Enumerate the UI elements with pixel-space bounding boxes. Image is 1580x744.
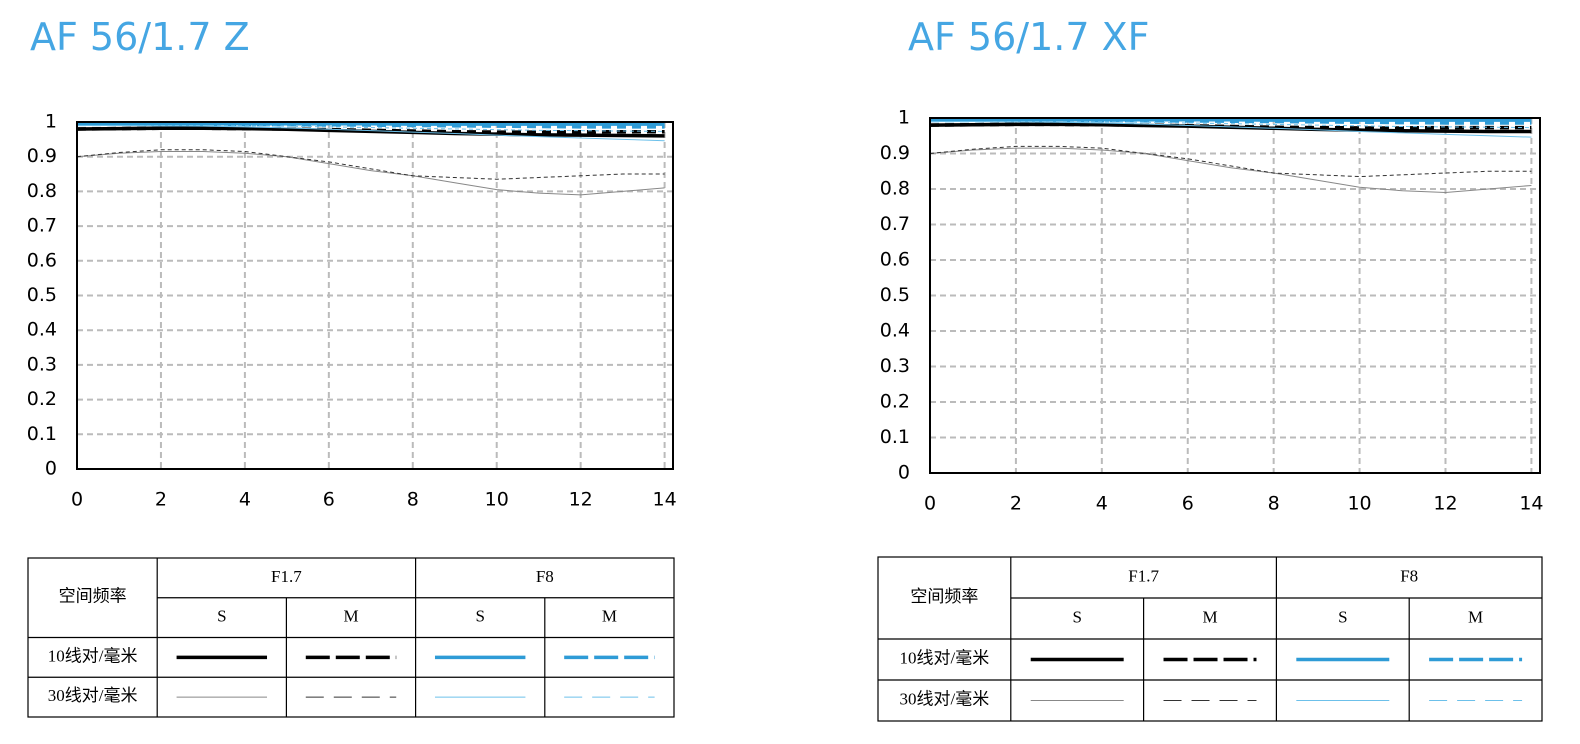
chart-title: AF 56/1.7 XF bbox=[908, 15, 1150, 59]
position-header: S bbox=[1338, 607, 1347, 626]
y-tick-label: 0.7 bbox=[880, 213, 910, 235]
y-tick-label: 0.5 bbox=[27, 284, 57, 306]
y-tick-label: 0.4 bbox=[27, 319, 57, 341]
corner-header: 空间频率 bbox=[910, 587, 978, 606]
y-tick-label: 0.7 bbox=[27, 215, 57, 237]
x-tick-label: 10 bbox=[1347, 493, 1371, 515]
mtf-line bbox=[76, 150, 665, 196]
y-tick-label: 0 bbox=[45, 458, 57, 480]
x-tick-label: 2 bbox=[1010, 493, 1022, 515]
y-tick-label: 0.4 bbox=[880, 320, 910, 342]
y-tick-label: 1 bbox=[45, 111, 57, 133]
mtf-line bbox=[930, 121, 1532, 129]
chart-title: AF 56/1.7 Z bbox=[30, 15, 250, 59]
aperture-header: F8 bbox=[536, 567, 554, 586]
aperture-header: F8 bbox=[1400, 566, 1418, 585]
position-header: M bbox=[1468, 607, 1483, 626]
x-tick-label: 8 bbox=[1268, 493, 1280, 515]
y-tick-label: 0.3 bbox=[880, 355, 910, 377]
x-tick-label: 10 bbox=[485, 489, 509, 511]
y-tick-label: 0.6 bbox=[27, 249, 57, 271]
mtf-line bbox=[77, 124, 665, 142]
frequency-label: 10线对/毫米 bbox=[900, 648, 990, 667]
y-tick-label: 0.2 bbox=[27, 388, 57, 410]
mtf-line bbox=[930, 118, 1532, 125]
aperture-header: F1.7 bbox=[1128, 566, 1159, 585]
y-tick-label: 0 bbox=[898, 462, 910, 484]
y-tick-label: 0.6 bbox=[880, 249, 910, 271]
x-tick-label: 8 bbox=[407, 489, 419, 511]
y-tick-label: 0.9 bbox=[27, 145, 57, 167]
frequency-label: 30线对/毫米 bbox=[900, 689, 990, 708]
position-header: M bbox=[343, 607, 358, 626]
position-header: S bbox=[217, 607, 226, 626]
y-tick-label: 0.2 bbox=[880, 391, 910, 413]
mtf-line bbox=[929, 145, 1532, 178]
y-tick-label: 0.8 bbox=[27, 180, 57, 202]
position-header: M bbox=[1202, 607, 1217, 626]
x-tick-label: 2 bbox=[155, 489, 167, 511]
position-header: S bbox=[1072, 607, 1081, 626]
position-header: M bbox=[602, 607, 617, 626]
y-tick-label: 1 bbox=[898, 107, 910, 129]
y-tick-label: 0.3 bbox=[27, 353, 57, 375]
plot-frame bbox=[929, 117, 1541, 474]
aperture-header: F1.7 bbox=[271, 567, 302, 586]
frequency-label: 10线对/毫米 bbox=[48, 646, 138, 665]
mtf-line bbox=[929, 147, 1532, 194]
x-tick-label: 6 bbox=[1182, 493, 1194, 515]
plot-frame bbox=[76, 121, 674, 470]
y-tick-label: 0.8 bbox=[880, 178, 910, 200]
x-tick-label: 4 bbox=[239, 489, 251, 511]
y-tick-label: 0.9 bbox=[880, 142, 910, 164]
x-tick-label: 0 bbox=[924, 493, 936, 515]
y-tick-label: 0.1 bbox=[27, 423, 57, 445]
position-header: S bbox=[475, 607, 484, 626]
corner-header: 空间频率 bbox=[59, 587, 127, 606]
x-tick-label: 14 bbox=[1519, 493, 1543, 515]
x-tick-label: 12 bbox=[569, 489, 593, 511]
mtf-line bbox=[76, 149, 665, 180]
frequency-label: 30线对/毫米 bbox=[48, 686, 138, 705]
x-tick-label: 14 bbox=[653, 489, 677, 511]
mtf-line bbox=[929, 122, 1532, 130]
x-tick-label: 12 bbox=[1433, 493, 1457, 515]
y-tick-label: 0.1 bbox=[880, 426, 910, 448]
x-tick-label: 4 bbox=[1096, 493, 1108, 515]
x-tick-label: 6 bbox=[323, 489, 335, 511]
y-tick-label: 0.5 bbox=[880, 284, 910, 306]
x-tick-label: 0 bbox=[71, 489, 83, 511]
mtf-line bbox=[77, 122, 665, 129]
